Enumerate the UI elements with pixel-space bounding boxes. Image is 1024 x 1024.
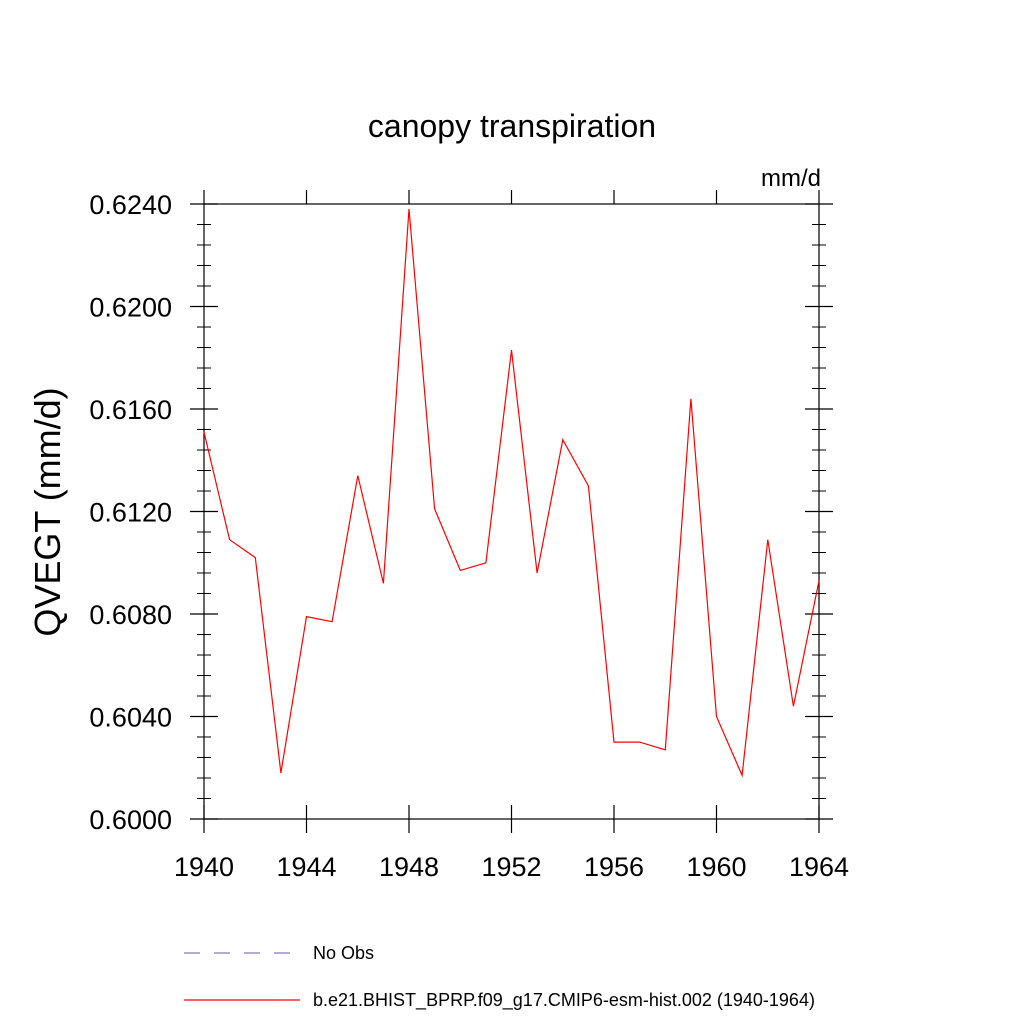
x-tick-label: 1948 — [379, 852, 439, 882]
chart-title: canopy transpiration — [368, 108, 656, 144]
series-group — [203, 209, 820, 778]
y-tick-label: 0.6040 — [89, 703, 172, 733]
plot-frame — [203, 203, 820, 820]
legend: No Obs b.e21.BHIST_BPRP.f09_g17.CMIP6-esm… — [184, 943, 815, 1011]
x-tick-label: 1956 — [584, 852, 644, 882]
y-tick-label: 0.6160 — [89, 395, 172, 425]
units-label: mm/d — [761, 165, 821, 192]
y-tick-label: 0.6120 — [89, 498, 172, 528]
axis-ticks — [190, 190, 833, 833]
y-tick-label: 0.6240 — [89, 190, 172, 220]
x-tick-label: 1940 — [174, 852, 234, 882]
x-tick-label: 1960 — [686, 852, 746, 882]
y-tick-label: 0.6000 — [89, 805, 172, 835]
x-tick-label: 1964 — [789, 852, 849, 882]
legend-label: No Obs — [313, 943, 374, 963]
y-tick-label: 0.6080 — [89, 600, 172, 630]
x-tick-label: 1952 — [481, 852, 541, 882]
tick-labels: 1940 1944 1948 1952 1956 1960 1964 0.6000 0.6040… — [89, 190, 849, 882]
x-tick-label: 1944 — [276, 852, 336, 882]
series-line — [203, 209, 820, 778]
y-tick-label: 0.6200 — [89, 293, 172, 323]
y-axis-label: QVEGT (mm/d) — [27, 387, 68, 636]
legend-label: b.e21.BHIST_BPRP.f09_g17.CMIP6-esm-hist.… — [313, 990, 815, 1011]
